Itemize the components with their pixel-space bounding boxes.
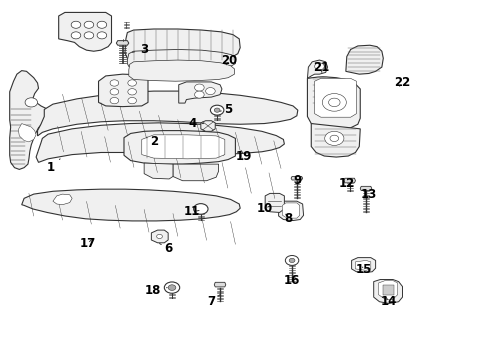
Text: 6: 6 [160, 242, 172, 255]
Circle shape [329, 98, 340, 107]
Circle shape [214, 108, 220, 112]
Circle shape [71, 32, 81, 39]
Polygon shape [36, 123, 284, 162]
Circle shape [206, 87, 215, 95]
Text: 1: 1 [47, 159, 60, 174]
Circle shape [322, 94, 346, 111]
Circle shape [289, 258, 295, 262]
Text: 18: 18 [145, 284, 167, 297]
Circle shape [25, 98, 38, 107]
Text: 8: 8 [284, 212, 293, 225]
Polygon shape [360, 186, 372, 190]
Polygon shape [291, 176, 303, 180]
Polygon shape [214, 282, 226, 287]
Polygon shape [344, 178, 355, 183]
Text: 19: 19 [236, 149, 252, 162]
Text: 22: 22 [394, 76, 411, 90]
Circle shape [330, 135, 339, 141]
Text: 13: 13 [361, 188, 377, 201]
Polygon shape [201, 121, 215, 131]
Polygon shape [383, 285, 394, 294]
Circle shape [195, 91, 204, 98]
Circle shape [194, 204, 208, 214]
Polygon shape [38, 91, 298, 136]
Circle shape [128, 89, 137, 95]
Circle shape [97, 21, 107, 28]
Polygon shape [151, 230, 168, 243]
Circle shape [157, 234, 162, 239]
Polygon shape [127, 49, 235, 70]
Polygon shape [265, 193, 284, 212]
Polygon shape [307, 77, 360, 129]
Polygon shape [352, 258, 376, 273]
Text: 3: 3 [132, 43, 148, 56]
Polygon shape [346, 45, 383, 74]
Polygon shape [179, 82, 222, 103]
Polygon shape [173, 164, 219, 181]
Polygon shape [10, 71, 50, 170]
Polygon shape [59, 12, 112, 51]
Text: 17: 17 [79, 237, 96, 250]
Circle shape [128, 98, 137, 104]
Circle shape [110, 98, 119, 104]
Text: 10: 10 [257, 202, 273, 215]
Polygon shape [374, 279, 402, 303]
Circle shape [110, 80, 119, 86]
Circle shape [84, 32, 94, 39]
Polygon shape [144, 163, 173, 179]
Polygon shape [53, 194, 72, 205]
Polygon shape [279, 201, 304, 221]
Polygon shape [355, 260, 371, 270]
Circle shape [128, 80, 137, 86]
Circle shape [71, 21, 81, 28]
Circle shape [168, 285, 176, 291]
Circle shape [315, 63, 324, 70]
Circle shape [164, 282, 180, 293]
Circle shape [285, 256, 299, 265]
Text: 16: 16 [284, 274, 300, 287]
Polygon shape [125, 29, 240, 62]
Circle shape [84, 21, 94, 28]
Polygon shape [129, 60, 234, 81]
Circle shape [325, 131, 344, 145]
Polygon shape [142, 135, 225, 159]
Circle shape [195, 84, 204, 91]
Text: 4: 4 [188, 117, 204, 130]
Text: 5: 5 [220, 103, 232, 116]
Circle shape [110, 89, 119, 95]
Text: 12: 12 [339, 177, 355, 190]
Polygon shape [18, 123, 36, 142]
Polygon shape [315, 78, 356, 117]
Text: 15: 15 [356, 264, 372, 276]
Polygon shape [310, 77, 346, 107]
Polygon shape [116, 41, 129, 45]
Text: 2: 2 [147, 135, 158, 148]
Polygon shape [311, 123, 360, 157]
Text: 7: 7 [207, 294, 220, 308]
Polygon shape [307, 60, 328, 78]
Text: 20: 20 [221, 54, 238, 67]
Polygon shape [282, 203, 300, 218]
Polygon shape [98, 74, 148, 107]
Text: 9: 9 [294, 174, 302, 186]
Text: 14: 14 [381, 295, 397, 308]
Polygon shape [22, 189, 240, 221]
Circle shape [97, 32, 107, 39]
Circle shape [210, 105, 224, 115]
Text: 11: 11 [184, 205, 200, 218]
Polygon shape [378, 280, 398, 299]
Text: 21: 21 [313, 60, 329, 73]
Polygon shape [124, 131, 235, 164]
